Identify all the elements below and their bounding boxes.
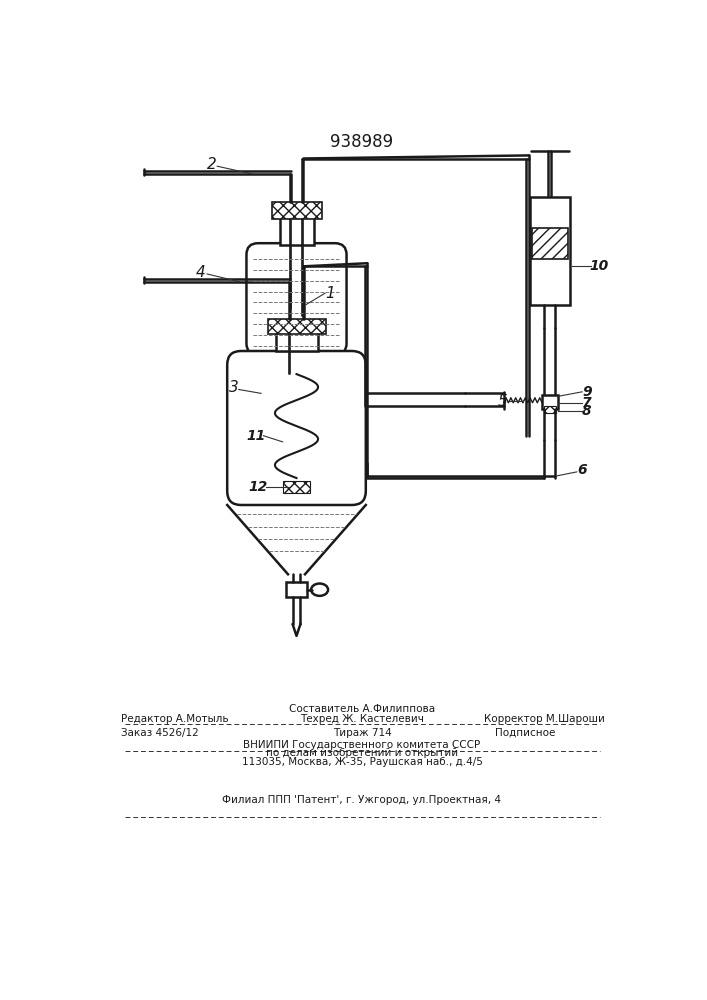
Text: 10: 10	[590, 259, 609, 273]
Bar	[279, 212, 314, 245]
Bar	[542, 395, 558, 409]
Text: 9: 9	[582, 385, 592, 399]
FancyBboxPatch shape	[247, 243, 346, 355]
Text: 3: 3	[228, 380, 238, 395]
Text: 7: 7	[582, 396, 592, 410]
Text: 1: 1	[325, 286, 335, 301]
Text: 5: 5	[498, 394, 508, 409]
Bar	[276, 329, 318, 351]
Text: Филиал ППП 'Патент', г. Ужгород, ул.Проектная, 4: Филиал ППП 'Патент', г. Ужгород, ул.Прое…	[223, 795, 501, 805]
Text: ВНИИПИ Государственного комитета СССР: ВНИИПИ Государственного комитета СССР	[243, 740, 481, 750]
Bar	[283, 481, 310, 493]
Text: Подписное: Подписное	[495, 728, 556, 738]
FancyBboxPatch shape	[227, 351, 366, 505]
Ellipse shape	[311, 584, 328, 596]
Text: 6: 6	[578, 463, 587, 477]
Text: Заказ 4526/12: Заказ 4526/12	[121, 728, 199, 738]
Bar	[532, 228, 568, 259]
Text: 4: 4	[196, 265, 206, 280]
Bar	[544, 406, 556, 413]
Text: по делам изобретений и открытий: по делам изобретений и открытий	[266, 748, 458, 758]
Bar	[272, 202, 322, 219]
Text: 2: 2	[207, 157, 216, 172]
Text: Редактор А.Мотыль: Редактор А.Мотыль	[121, 714, 228, 724]
Text: 11: 11	[247, 429, 266, 443]
Text: 113035, Москва, Ж-35, Раушская наб., д.4/5: 113035, Москва, Ж-35, Раушская наб., д.4…	[242, 757, 482, 767]
Bar	[268, 319, 326, 334]
Text: 938989: 938989	[330, 133, 394, 151]
Text: Техред Ж. Кастелевич: Техред Ж. Кастелевич	[300, 714, 424, 724]
Text: 12: 12	[248, 480, 268, 494]
Bar	[530, 197, 570, 305]
Text: 8: 8	[582, 404, 592, 418]
Text: Корректор М.Шароши: Корректор М.Шароши	[484, 714, 605, 724]
Text: Составитель А.Филиппова: Составитель А.Филиппова	[289, 704, 435, 714]
Bar	[286, 582, 308, 597]
Text: Тираж 714: Тираж 714	[332, 728, 392, 738]
